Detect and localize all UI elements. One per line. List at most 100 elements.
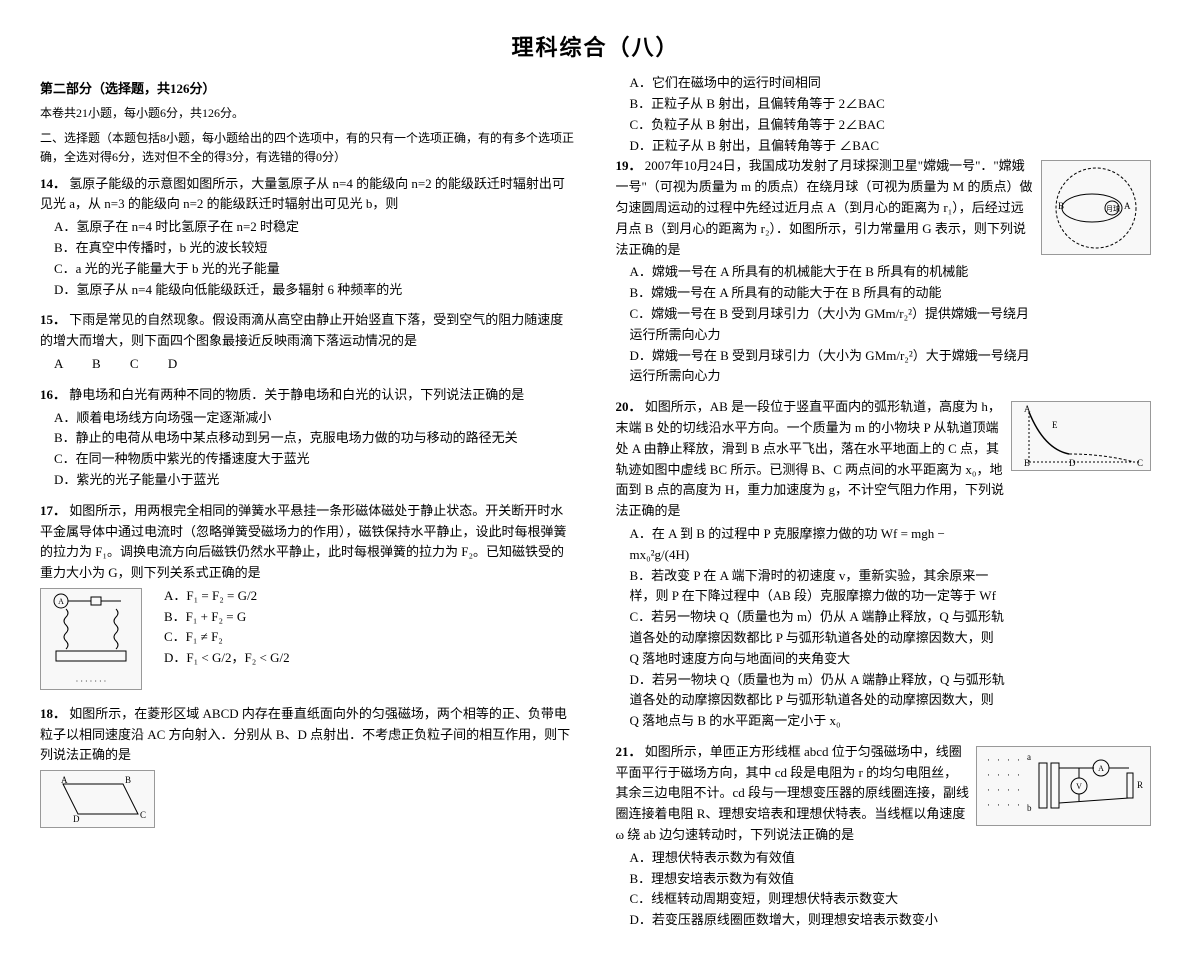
figure-q18: A B C D <box>40 770 155 828</box>
q18-opt-c: C．负粒子从 B 射出，且偏转角等于 2∠BAC <box>630 115 1152 136</box>
svg-text:A: A <box>1098 764 1104 773</box>
q15-opt-b: B <box>92 356 101 371</box>
q14-opt-b: B．在真空中传播时，b 光的波长较短 <box>54 238 576 259</box>
svg-text:·: · <box>1007 785 1010 795</box>
q17-number: 17． <box>40 503 66 518</box>
svg-text:·: · <box>997 800 1000 810</box>
svg-text:A: A <box>1124 201 1131 211</box>
q21-opt-b: B．理想安培表示数为有效值 <box>630 869 971 890</box>
q14-opt-a: A．氢原子在 n=4 时比氢原子在 n=2 时稳定 <box>54 217 576 238</box>
figure-q21: ···· ···· ···· ···· a b A R V <box>976 746 1151 826</box>
q17-options: A．F₁ = F₂ = G/2 B．F₁ + F₂ = G C．F₁ ≠ F₂ … <box>150 586 576 669</box>
question-21: 21． 如图所示，单匝正方形线框 abcd 位于匀强磁场中，线圈平面平行于磁场方… <box>616 742 1152 931</box>
right-column: A．它们在磁场中的运行时间相同 B．正粒子从 B 射出，且偏转角等于 2∠BAC… <box>616 71 1152 941</box>
q17-opt-d: D．F₁ < G/2，F₂ < G/2 <box>164 648 576 669</box>
q17-opt-b: B．F₁ + F₂ = G <box>164 607 576 628</box>
svg-text:·: · <box>987 785 990 795</box>
q21-options: A．理想伏特表示数为有效值 B．理想安培表示数为有效值 C．线框转动周期变短，则… <box>616 848 971 931</box>
q14-number: 14． <box>40 176 66 191</box>
q21-opt-c: C．线框转动周期变短，则理想伏特表示数变大 <box>630 889 971 910</box>
section-ii-heading: 第二部分（选择题，共126分） <box>40 79 576 100</box>
svg-text:a: a <box>1027 752 1031 762</box>
svg-text:B: B <box>125 775 131 785</box>
figure-q19: 月球 A B <box>1041 160 1151 255</box>
q20-options: A．在 A 到 B 的过程中 P 克服摩擦力做的功 Wf = mgh − mx₀… <box>616 524 1006 732</box>
question-15: 15． 下雨是常见的自然现象。假设雨滴从高空由静止开始竖直下落，受到空气的阻力随… <box>40 310 576 374</box>
q18-opt-d: D．正粒子从 B 射出，且偏转角等于 ∠BAC <box>630 136 1152 157</box>
transformer-circuit-icon: ···· ···· ···· ···· a b A R V <box>979 748 1149 823</box>
q16-opt-c: C．在同一种物质中紫光的传播速度大于蓝光 <box>54 449 576 470</box>
svg-text:·: · <box>1017 800 1020 810</box>
svg-text:V: V <box>1076 782 1082 791</box>
q15-opt-d: D <box>168 356 177 371</box>
spring-magnet-circuit-icon: A · · · · · · · <box>41 589 141 689</box>
q19-number: 19． <box>616 158 642 173</box>
q20-opt-d: D．若另一物块 Q（质量也为 m）仍从 A 端静止释放，Q 与弧形轨道各处的动摩… <box>630 670 1006 732</box>
figure-q20: A E B D C <box>1011 401 1151 471</box>
q18-opt-b: B．正粒子从 B 射出，且偏转角等于 2∠BAC <box>630 94 1152 115</box>
q16-opt-d: D．紫光的光子能量小于蓝光 <box>54 470 576 491</box>
figure-q17: A · · · · · · · <box>40 588 142 690</box>
svg-text:A: A <box>61 775 68 785</box>
svg-text:E: E <box>1052 420 1058 430</box>
q21-opt-d: D．若变压器原线圈匝数增大，则理想安培表示数变小 <box>630 910 971 931</box>
q17-opt-c: C．F₁ ≠ F₂ <box>164 627 576 648</box>
svg-text:D: D <box>1069 458 1076 468</box>
q16-opt-a: A．顺着电场线方向场强一定逐渐减小 <box>54 408 576 429</box>
svg-text:·: · <box>997 770 1000 780</box>
svg-text:A: A <box>58 597 64 606</box>
q14-opt-d: D．氢原子从 n=4 能级向低能级跃迁，最多辐射 6 种频率的光 <box>54 280 576 301</box>
q19-opt-d: D．嫦娥一号在 B 受到月球引力（大小为 GMm/r₂²）大于嫦娥一号绕月运行所… <box>630 346 1036 388</box>
svg-text:·: · <box>1017 770 1020 780</box>
svg-text:B: B <box>1058 201 1064 211</box>
svg-text:·: · <box>1017 755 1020 765</box>
svg-text:·: · <box>1007 755 1010 765</box>
q19-stem: 2007年10月24日，我国成功发射了月球探测卫星"嫦娥一号"．"嫦娥一号"（可… <box>616 158 1033 256</box>
q19-opt-c: C．嫦娥一号在 B 受到月球引力（大小为 GMm/r₂²）提供嫦娥一号绕月运行所… <box>630 304 1036 346</box>
svg-text:D: D <box>73 814 80 824</box>
q18-opt-a: A．它们在磁场中的运行时间相同 <box>630 73 1152 94</box>
q18-options: A．它们在磁场中的运行时间相同 B．正粒子从 B 射出，且偏转角等于 2∠BAC… <box>616 73 1152 156</box>
question-20: 20． 如图所示，AB 是一段位于竖直平面内的弧形轨道，高度为 h，末端 B 处… <box>616 397 1152 732</box>
q15-stem: 下雨是常见的自然现象。假设雨滴从高空由静止开始竖直下落，受到空气的阻力随速度的增… <box>40 312 563 348</box>
q15-options: A B C D <box>40 354 576 375</box>
svg-text:R: R <box>1137 780 1143 790</box>
svg-text:· · · · · · ·: · · · · · · · <box>76 677 107 686</box>
selection-note: 二、选择题（本题包括8小题，每小题给出的四个选项中，有的只有一个选项正确，有的有… <box>40 129 576 167</box>
q20-opt-c: C．若另一物块 Q（质量也为 m）仍从 A 端静止释放，Q 与弧形轨道各处的动摩… <box>630 607 1006 669</box>
left-column: 第二部分（选择题，共126分） 本卷共21小题，每小题6分，共126分。 二、选… <box>40 71 576 941</box>
page-title: 理科综合（八） <box>40 30 1151 65</box>
q20-number: 20． <box>616 399 642 414</box>
svg-text:·: · <box>1007 770 1010 780</box>
q20-stem: 如图所示，AB 是一段位于竖直平面内的弧形轨道，高度为 h，末端 B 处的切线沿… <box>616 399 1005 518</box>
moon-orbit-icon: 月球 A B <box>1044 163 1149 253</box>
question-14: 14． 氢原子能级的示意图如图所示，大量氢原子从 n=4 的能级向 n=2 的能… <box>40 174 576 301</box>
q15-opt-a: A <box>54 356 63 371</box>
q18-stem: 如图所示，在菱形区域 ABCD 内存在垂直纸面向外的匀强磁场，两个相等的正、负带… <box>40 706 570 763</box>
q14-options: A．氢原子在 n=4 时比氢原子在 n=2 时稳定 B．在真空中传播时，b 光的… <box>40 217 576 300</box>
svg-text:月球: 月球 <box>1106 204 1120 213</box>
question-16: 16． 静电场和白光有两种不同的物质．关于静电场和白光的认识，下列说法正确的是 … <box>40 385 576 491</box>
q16-options: A．顺着电场线方向场强一定逐渐减小 B．静止的电荷从电场中某点移动到另一点，克服… <box>40 408 576 491</box>
q16-stem: 静电场和白光有两种不同的物质．关于静电场和白光的认识，下列说法正确的是 <box>69 387 524 402</box>
svg-text:·: · <box>987 770 990 780</box>
svg-text:·: · <box>997 755 1000 765</box>
q17-stem: 如图所示，用两根完全相同的弹簧水平悬挂一条形磁体磁处于静止状态。开关断开时水平金… <box>40 503 567 580</box>
question-19: 19． 2007年10月24日，我国成功发射了月球探测卫星"嫦娥一号"．"嫦娥一… <box>616 156 1152 387</box>
q19-opt-b: B．嫦娥一号在 A 所具有的动能大于在 B 所具有的动能 <box>630 283 1036 304</box>
svg-text:A: A <box>1024 404 1031 414</box>
section-ii-note: 本卷共21小题，每小题6分，共126分。 <box>40 104 576 123</box>
q15-opt-c: C <box>130 356 139 371</box>
svg-text:B: B <box>1024 458 1030 468</box>
svg-text:C: C <box>140 810 146 820</box>
q20-opt-b: B．若改变 P 在 A 端下滑时的初速度 v，重新实验，其余原来一样，则 P 在… <box>630 566 1006 608</box>
svg-text:·: · <box>987 755 990 765</box>
question-17: 17． 如图所示，用两根完全相同的弹簧水平悬挂一条形磁体磁处于静止状态。开关断开… <box>40 501 576 694</box>
svg-text:b: b <box>1027 803 1032 813</box>
two-column-layout: 第二部分（选择题，共126分） 本卷共21小题，每小题6分，共126分。 二、选… <box>40 71 1151 941</box>
svg-text:C: C <box>1137 458 1143 468</box>
svg-text:·: · <box>987 800 990 810</box>
q21-opt-a: A．理想伏特表示数为有效值 <box>630 848 971 869</box>
q17-opt-a: A．F₁ = F₂ = G/2 <box>164 586 576 607</box>
q16-opt-b: B．静止的电荷从电场中某点移动到另一点，克服电场力做的功与移动的路径无关 <box>54 428 576 449</box>
